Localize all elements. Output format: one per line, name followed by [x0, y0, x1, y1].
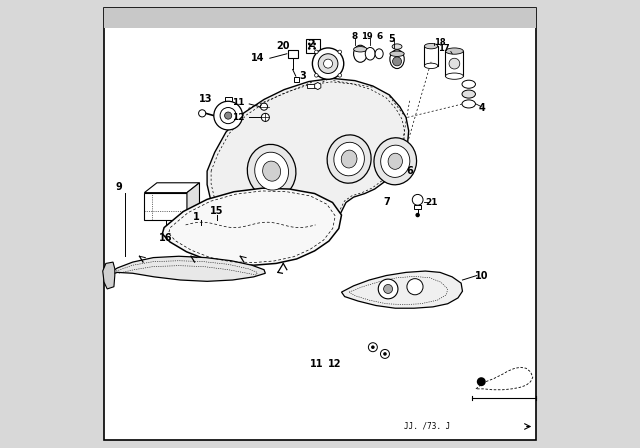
Polygon shape [104, 8, 536, 28]
Text: 8: 8 [352, 32, 358, 41]
Text: 13: 13 [199, 95, 212, 104]
Text: 10: 10 [476, 271, 489, 280]
Circle shape [338, 73, 342, 77]
Circle shape [415, 213, 420, 217]
Polygon shape [225, 97, 232, 101]
Ellipse shape [353, 45, 367, 62]
Ellipse shape [255, 152, 289, 190]
Polygon shape [294, 77, 300, 82]
Ellipse shape [247, 144, 296, 198]
Polygon shape [414, 205, 421, 209]
Text: 18: 18 [435, 38, 446, 47]
Circle shape [392, 57, 401, 66]
Circle shape [407, 279, 423, 295]
Text: 5: 5 [388, 34, 395, 44]
Ellipse shape [327, 135, 371, 183]
Ellipse shape [262, 161, 280, 181]
Circle shape [312, 48, 344, 79]
Circle shape [324, 59, 333, 68]
Ellipse shape [381, 145, 410, 177]
Ellipse shape [390, 51, 404, 56]
Ellipse shape [462, 100, 476, 108]
Polygon shape [306, 39, 320, 53]
Polygon shape [476, 367, 532, 390]
Circle shape [261, 113, 269, 121]
Polygon shape [145, 193, 187, 220]
Ellipse shape [392, 44, 402, 49]
Polygon shape [307, 84, 317, 88]
Polygon shape [102, 262, 115, 289]
Polygon shape [342, 271, 463, 308]
Circle shape [338, 50, 342, 54]
Ellipse shape [375, 49, 383, 59]
Text: 21: 21 [425, 198, 437, 207]
Ellipse shape [365, 47, 375, 60]
Text: 14: 14 [250, 53, 264, 63]
Text: 15: 15 [210, 207, 224, 216]
Text: 12: 12 [328, 359, 341, 369]
Text: 11: 11 [232, 98, 244, 107]
Polygon shape [424, 46, 438, 66]
Circle shape [314, 43, 316, 45]
Text: 1: 1 [193, 212, 200, 222]
Ellipse shape [341, 150, 357, 168]
Circle shape [314, 73, 318, 77]
Circle shape [314, 50, 318, 54]
Circle shape [214, 101, 243, 130]
Ellipse shape [353, 47, 367, 52]
Ellipse shape [388, 153, 403, 169]
Circle shape [371, 345, 374, 349]
Circle shape [308, 43, 310, 45]
Polygon shape [163, 188, 342, 265]
Text: JJ. /73. J: JJ. /73. J [404, 421, 451, 430]
Text: 17: 17 [438, 44, 450, 53]
Text: 2: 2 [307, 39, 315, 49]
Text: 19: 19 [361, 32, 373, 41]
Text: 3: 3 [300, 71, 307, 81]
Polygon shape [207, 78, 409, 251]
Circle shape [449, 58, 460, 69]
Text: 16: 16 [159, 233, 172, 243]
Text: 6: 6 [376, 32, 382, 41]
Circle shape [383, 284, 392, 293]
Polygon shape [107, 256, 266, 281]
Ellipse shape [374, 138, 417, 185]
Polygon shape [187, 183, 200, 220]
FancyBboxPatch shape [104, 8, 536, 440]
Circle shape [198, 110, 205, 117]
Circle shape [412, 194, 423, 205]
Polygon shape [145, 183, 200, 193]
Text: 6: 6 [406, 166, 413, 176]
Ellipse shape [334, 142, 364, 176]
Text: 12: 12 [232, 113, 244, 122]
Circle shape [380, 349, 390, 358]
Circle shape [220, 108, 236, 124]
Text: 9: 9 [116, 182, 123, 192]
Circle shape [369, 343, 378, 352]
Circle shape [314, 47, 316, 50]
Text: 4: 4 [479, 103, 486, 113]
Polygon shape [445, 51, 463, 76]
Polygon shape [315, 82, 321, 90]
Ellipse shape [390, 50, 404, 69]
Circle shape [308, 47, 310, 50]
Circle shape [260, 103, 268, 110]
Ellipse shape [424, 43, 438, 49]
Circle shape [225, 112, 232, 119]
Ellipse shape [424, 63, 438, 69]
Ellipse shape [462, 80, 476, 88]
Circle shape [383, 352, 387, 356]
Circle shape [318, 54, 338, 73]
Ellipse shape [462, 90, 476, 98]
Text: 11: 11 [310, 359, 323, 369]
Text: 7: 7 [383, 198, 390, 207]
Polygon shape [288, 50, 298, 58]
Text: 20: 20 [276, 41, 290, 51]
Ellipse shape [445, 48, 463, 54]
Circle shape [378, 279, 398, 299]
Circle shape [477, 377, 486, 386]
Ellipse shape [445, 73, 463, 79]
